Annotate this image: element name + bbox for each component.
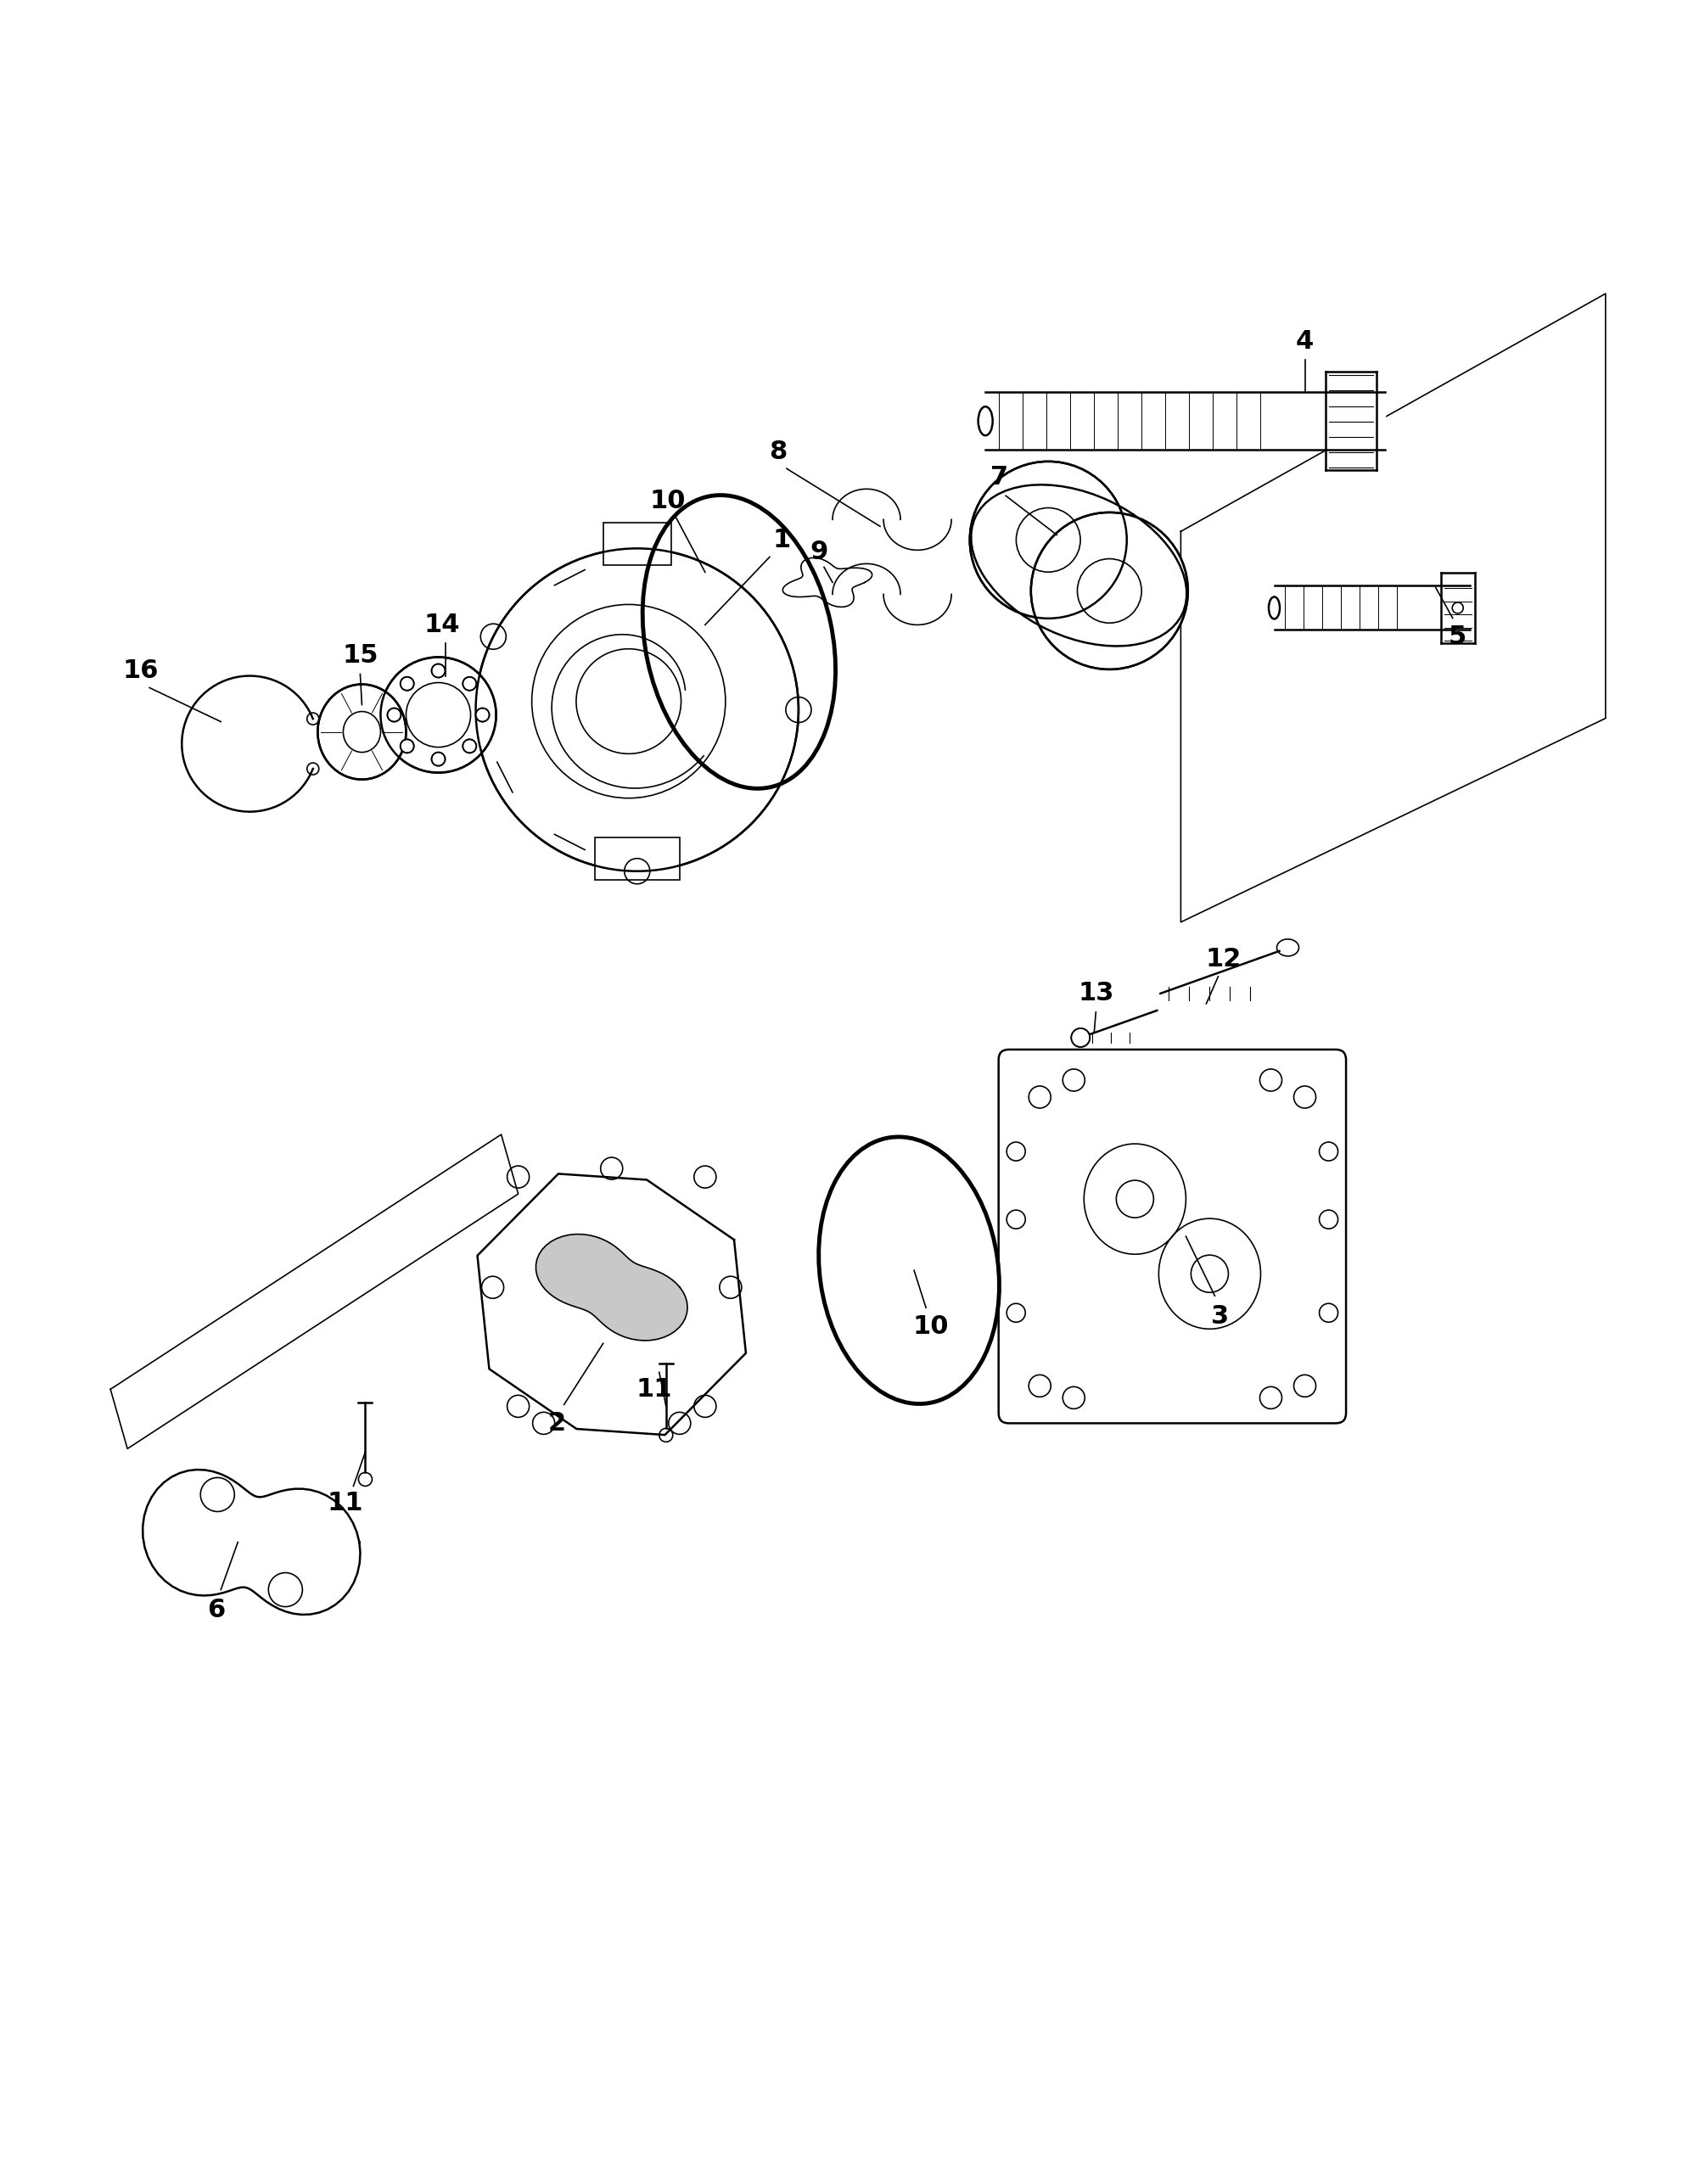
Polygon shape	[985, 393, 1385, 450]
Ellipse shape	[970, 461, 1126, 618]
Text: 5: 5	[1449, 625, 1466, 649]
Ellipse shape	[401, 677, 415, 690]
Text: 15: 15	[341, 642, 379, 668]
Ellipse shape	[1070, 1029, 1091, 1046]
Text: 11: 11	[326, 1492, 364, 1516]
Ellipse shape	[462, 677, 476, 690]
Text: 11: 11	[635, 1376, 673, 1402]
Text: 10: 10	[649, 489, 686, 513]
Polygon shape	[1274, 585, 1470, 629]
Text: 4: 4	[1296, 330, 1313, 354]
Polygon shape	[477, 1173, 746, 1435]
Text: 3: 3	[1211, 1304, 1228, 1328]
Ellipse shape	[318, 684, 406, 780]
Text: 8: 8	[770, 439, 787, 463]
Ellipse shape	[432, 664, 445, 677]
Ellipse shape	[387, 708, 401, 721]
Ellipse shape	[476, 708, 489, 721]
Text: 16: 16	[122, 657, 160, 684]
Polygon shape	[1181, 293, 1606, 922]
FancyBboxPatch shape	[999, 1051, 1346, 1424]
Text: 12: 12	[1205, 948, 1242, 972]
Ellipse shape	[1031, 513, 1188, 668]
Polygon shape	[143, 1470, 360, 1614]
Ellipse shape	[462, 740, 476, 753]
Ellipse shape	[401, 740, 415, 753]
Polygon shape	[110, 1133, 518, 1448]
Text: 7: 7	[991, 465, 1008, 489]
Polygon shape	[1325, 371, 1376, 470]
Polygon shape	[1441, 572, 1475, 644]
Text: 13: 13	[1077, 981, 1115, 1007]
Polygon shape	[603, 518, 671, 566]
Bar	[595, 836, 680, 880]
Text: 10: 10	[912, 1315, 950, 1339]
Polygon shape	[595, 836, 680, 880]
Text: 14: 14	[423, 612, 460, 638]
Ellipse shape	[476, 548, 799, 871]
Polygon shape	[535, 1234, 688, 1341]
Ellipse shape	[432, 751, 445, 767]
Bar	[603, 522, 671, 566]
Ellipse shape	[381, 657, 496, 773]
Text: 6: 6	[207, 1599, 224, 1623]
Text: 9: 9	[810, 539, 827, 563]
Text: 2: 2	[549, 1411, 566, 1435]
Text: 1: 1	[773, 529, 790, 553]
